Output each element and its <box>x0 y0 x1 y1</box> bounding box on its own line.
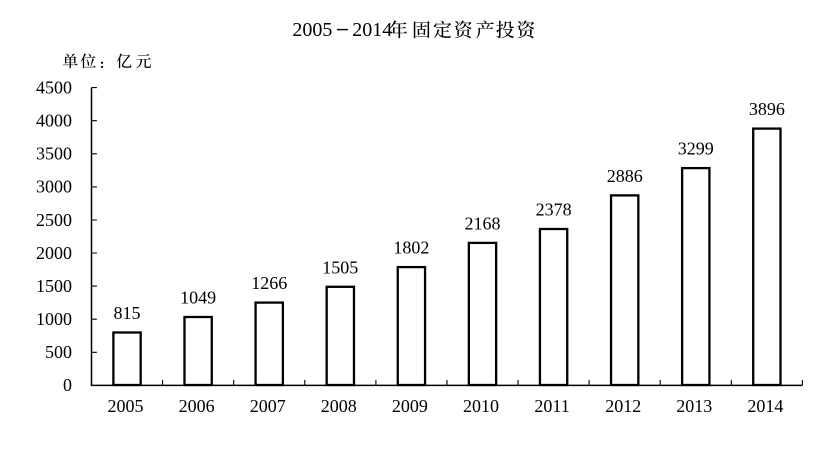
svg-text:1266: 1266 <box>251 273 287 293</box>
svg-text:2007: 2007 <box>250 396 286 416</box>
svg-text:2011: 2011 <box>534 396 569 416</box>
svg-text:815: 815 <box>114 303 141 323</box>
svg-text:3299: 3299 <box>678 139 714 159</box>
svg-text:2014: 2014 <box>352 19 392 41</box>
svg-text:2013: 2013 <box>676 396 712 416</box>
svg-text:2010: 2010 <box>463 396 499 416</box>
svg-text:3896: 3896 <box>749 99 785 119</box>
svg-text:1500: 1500 <box>36 276 72 296</box>
svg-text:1802: 1802 <box>393 238 429 258</box>
svg-text:2886: 2886 <box>607 166 643 186</box>
svg-text:2012: 2012 <box>605 396 641 416</box>
svg-text:2000: 2000 <box>36 243 72 263</box>
svg-text:1505: 1505 <box>322 257 358 277</box>
svg-text:1049: 1049 <box>180 288 216 308</box>
svg-text:2006: 2006 <box>179 396 215 416</box>
svg-text:2378: 2378 <box>536 200 572 220</box>
svg-text:2168: 2168 <box>465 213 501 233</box>
svg-text:4500: 4500 <box>36 77 72 97</box>
svg-text:2500: 2500 <box>36 210 72 230</box>
svg-text:0: 0 <box>63 375 72 395</box>
svg-text:3500: 3500 <box>36 144 72 164</box>
svg-text:4000: 4000 <box>36 111 72 131</box>
svg-text:2005: 2005 <box>292 19 332 41</box>
svg-text:2014: 2014 <box>747 396 783 416</box>
svg-text:2008: 2008 <box>321 396 357 416</box>
svg-text:1000: 1000 <box>36 309 72 329</box>
svg-text:500: 500 <box>45 342 72 362</box>
svg-text:3000: 3000 <box>36 177 72 197</box>
svg-text:2005: 2005 <box>108 396 144 416</box>
svg-text:2009: 2009 <box>392 396 428 416</box>
